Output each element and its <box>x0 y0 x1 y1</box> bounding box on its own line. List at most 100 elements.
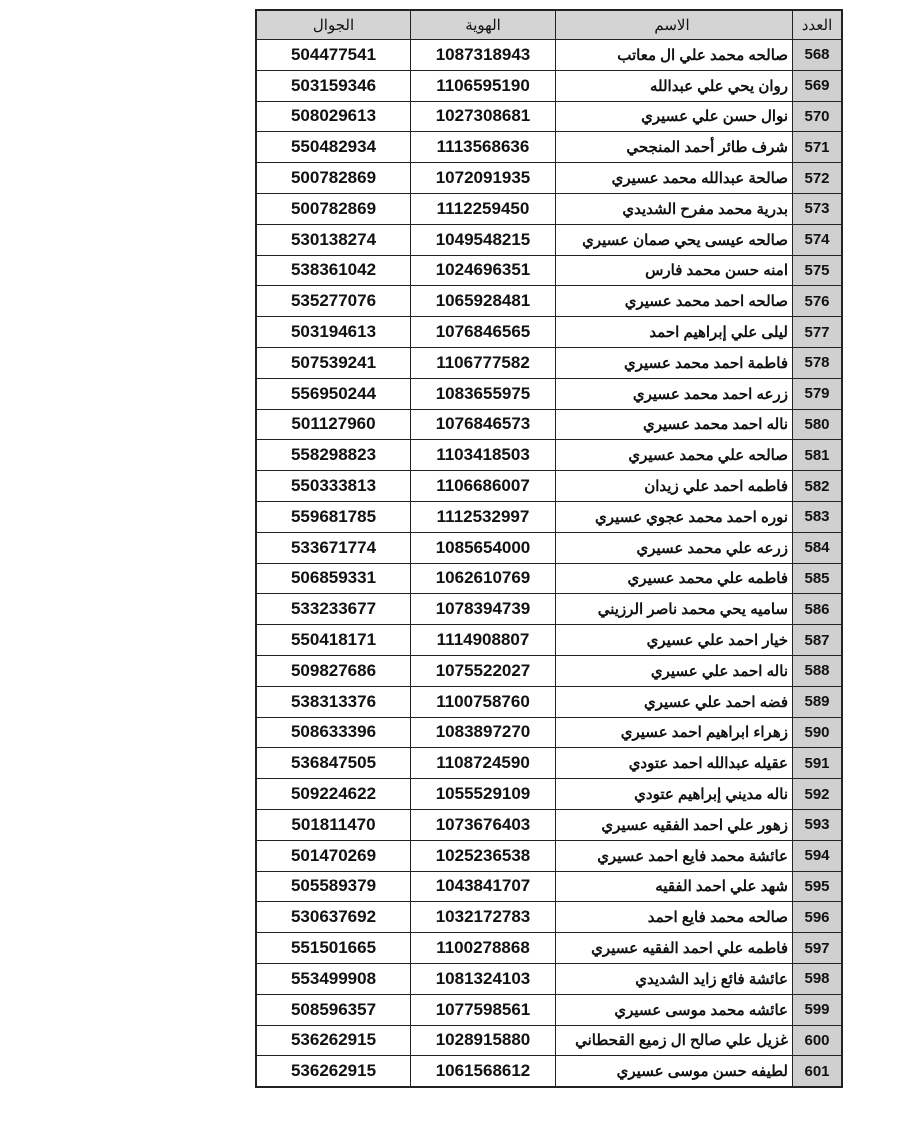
cell-name: زرعه احمد محمد عسيري <box>555 377 793 410</box>
cell-num: 588 <box>792 654 843 687</box>
cell-num: 593 <box>792 808 843 841</box>
cell-name: شهد علي احمد الفقيه <box>555 870 793 903</box>
table-row: 535277076 1065928481 صالحه احمد محمد عسيري… <box>255 285 843 318</box>
cell-id: 1027308681 <box>410 100 556 133</box>
cell-phone: 508633396 <box>255 716 411 749</box>
cell-name: نوره احمد محمد عجوي عسيري <box>555 500 793 533</box>
cell-num: 600 <box>792 1024 843 1057</box>
cell-phone: 500782869 <box>255 162 411 194</box>
table-row: 550333813 1106686007 فاطمه احمد علي زيدان 5… <box>255 470 843 502</box>
cell-phone: 509827686 <box>255 654 411 687</box>
cell-name: صالحه عيسى يحي صمان عسيري <box>555 223 793 256</box>
table-row: 559681785 1112532997 نوره احمد محمد عجوي ع… <box>255 500 843 533</box>
cell-num: 601 <box>792 1055 843 1088</box>
cell-phone: 503159346 <box>255 69 411 102</box>
cell-num: 577 <box>792 316 843 348</box>
table-row: 530637692 1032172783 صالحه محمد فايع احمد 5… <box>255 901 843 934</box>
cell-id: 1032172783 <box>410 901 556 934</box>
table-row: 508633396 1083897270 زهراء ابراهيم احمد عس… <box>255 716 843 749</box>
cell-id: 1087318943 <box>410 39 556 71</box>
cell-phone: 559681785 <box>255 500 411 533</box>
cell-phone: 551501665 <box>255 932 411 964</box>
cell-id: 1106595190 <box>410 69 556 102</box>
cell-phone: 501127960 <box>255 408 411 441</box>
cell-id: 1100278868 <box>410 932 556 964</box>
cell-id: 1028915880 <box>410 1024 556 1057</box>
cell-name: روان يحي علي عبدالله <box>555 69 793 102</box>
cell-phone: 536847505 <box>255 747 411 780</box>
cell-phone: 501811470 <box>255 808 411 841</box>
cell-id: 1078394739 <box>410 593 556 626</box>
cell-phone: 556950244 <box>255 377 411 410</box>
table-row: 506859331 1062610769 فاطمه علي محمد عسيري 5… <box>255 562 843 595</box>
cell-name: عائشة فائع زايد الشديدي <box>555 962 793 995</box>
cell-id: 1083897270 <box>410 716 556 749</box>
cell-num: 572 <box>792 162 843 194</box>
cell-phone: 506859331 <box>255 562 411 595</box>
cell-id: 1081324103 <box>410 962 556 995</box>
cell-phone: 500782869 <box>255 192 411 225</box>
table-row: 533671774 1085654000 زرعه علي محمد عسيري 58… <box>255 531 843 564</box>
cell-id: 1072091935 <box>410 162 556 194</box>
cell-phone: 558298823 <box>255 439 411 472</box>
cell-phone: 536262915 <box>255 1055 411 1088</box>
cell-id: 1043841707 <box>410 870 556 903</box>
cell-name: صالحه محمد علي ال معاتب <box>555 39 793 71</box>
cell-name: صالحة عبدالله محمد عسيري <box>555 162 793 194</box>
table-row: 501127960 1076846573 ناله احمد محمد عسيري 5… <box>255 408 843 441</box>
cell-num: 586 <box>792 593 843 626</box>
cell-num: 590 <box>792 716 843 749</box>
cell-phone: 508029613 <box>255 100 411 133</box>
cell-phone: 508596357 <box>255 993 411 1026</box>
cell-num: 595 <box>792 870 843 903</box>
table-row: 538361042 1024696351 امنه حسن محمد فارس 575 <box>255 254 843 287</box>
cell-num: 573 <box>792 192 843 225</box>
table-row: 536847505 1108724590 عقيله عبدالله احمد عت… <box>255 747 843 780</box>
cell-name: صالحه محمد فايع احمد <box>555 901 793 934</box>
cell-phone: 501470269 <box>255 839 411 872</box>
table-row: 530138274 1049548215 صالحه عيسى يحي صمان ع… <box>255 223 843 256</box>
cell-phone: 503194613 <box>255 316 411 348</box>
cell-phone: 538313376 <box>255 685 411 718</box>
cell-id: 1100758760 <box>410 685 556 718</box>
cell-name: شرف طائر أحمد المنجحي <box>555 131 793 164</box>
cell-num: 570 <box>792 100 843 133</box>
cell-num: 574 <box>792 223 843 256</box>
cell-num: 589 <box>792 685 843 718</box>
cell-name: ناله احمد علي عسيري <box>555 654 793 687</box>
table-row: 556950244 1083655975 زرعه احمد محمد عسيري 5… <box>255 377 843 410</box>
cell-num: 584 <box>792 531 843 564</box>
cell-phone: 507539241 <box>255 346 411 379</box>
cell-num: 581 <box>792 439 843 472</box>
cell-num: 592 <box>792 778 843 810</box>
table-body: 504477541 1087318943 صالحه محمد علي ال معا… <box>255 39 843 1088</box>
cell-name: زهراء ابراهيم احمد عسيري <box>555 716 793 749</box>
cell-phone: 530138274 <box>255 223 411 256</box>
cell-phone: 535277076 <box>255 285 411 318</box>
table-row: 500782869 1072091935 صالحة عبدالله محمد عس… <box>255 162 843 194</box>
table-row: 507539241 1106777582 فاطمة احمد محمد عسيري… <box>255 346 843 379</box>
cell-name: زهور علي احمد الفقيه عسيري <box>555 808 793 841</box>
cell-name: فاطمه علي محمد عسيري <box>555 562 793 595</box>
cell-name: عائشه محمد موسى عسيري <box>555 993 793 1026</box>
cell-num: 583 <box>792 500 843 533</box>
cell-name: نوال حسن علي عسيري <box>555 100 793 133</box>
cell-name: زرعه علي محمد عسيري <box>555 531 793 564</box>
table-row: 501470269 1025236538 عائشة محمد فايع احمد … <box>255 839 843 872</box>
header-id: الهوية <box>410 9 556 40</box>
cell-name: فضه احمد علي عسيري <box>555 685 793 718</box>
cell-id: 1112259450 <box>410 192 556 225</box>
table-row: 509827686 1075522027 ناله احمد علي عسيري 58… <box>255 654 843 687</box>
records-table: الجوال الهوية الاسم العدد 504477541 10873… <box>255 9 843 1089</box>
cell-name: فاطمة احمد محمد عسيري <box>555 346 793 379</box>
table-row: 558298823 1103418503 صالحه علي محمد عسيري 5… <box>255 439 843 472</box>
cell-num: 585 <box>792 562 843 595</box>
cell-num: 582 <box>792 470 843 502</box>
cell-phone: 533671774 <box>255 531 411 564</box>
cell-name: صالحه احمد محمد عسيري <box>555 285 793 318</box>
cell-name: ناله مديني إبراهيم عتودي <box>555 778 793 810</box>
cell-id: 1113568636 <box>410 131 556 164</box>
cell-id: 1073676403 <box>410 808 556 841</box>
table-row: 504477541 1087318943 صالحه محمد علي ال معا… <box>255 39 843 71</box>
cell-num: 591 <box>792 747 843 780</box>
